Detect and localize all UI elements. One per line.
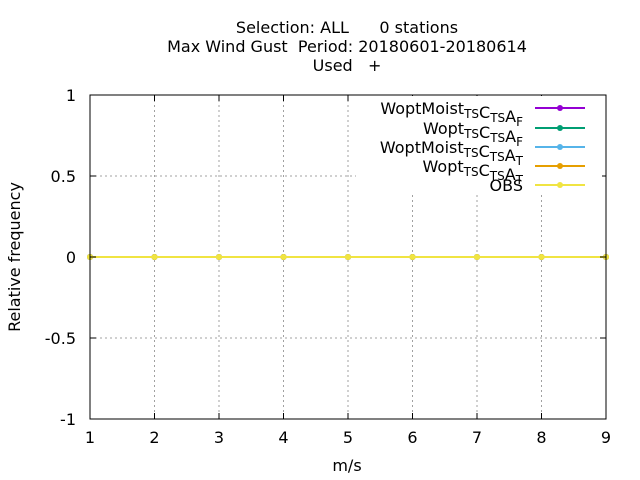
legend-swatch-point-3 (557, 163, 563, 169)
x-tick-label: 6 (407, 428, 417, 447)
x-tick-label: 4 (278, 428, 288, 447)
data-point-4-5 (409, 254, 416, 260)
x-tick-label: 9 (601, 428, 611, 447)
data-point-4-3 (280, 254, 287, 260)
data-point-4-6 (474, 254, 480, 260)
data-point-4-2 (216, 254, 222, 260)
legend-swatch-point-0 (557, 105, 563, 111)
legend-label-1: WoptTSCTSAF (423, 119, 523, 149)
chart-tick-labels: 1 2 3 4 5 6 7 8 9 1 0.5 0 -0.5 -1 (45, 86, 611, 447)
chart-title-line-1: Selection: ALL 0 stations (235, 18, 459, 37)
y-tick-label: -1 (60, 410, 76, 429)
chart-title-line-2: Max Wind Gust Period: 20180601-20180614 (167, 37, 527, 56)
data-point-4-4 (345, 254, 351, 260)
x-tick-label: 8 (536, 428, 546, 447)
y-axis-label: Relative frequency (5, 182, 24, 332)
x-tick-label: 7 (472, 428, 482, 447)
legend-label-2: WoptMoistTSCTSAT (380, 138, 524, 168)
legend-background (356, 96, 602, 192)
chart-series (87, 254, 609, 260)
x-tick-label: 2 (149, 428, 159, 447)
x-axis-label: m/s (332, 456, 361, 475)
y-tick-label: 1 (66, 86, 76, 105)
data-point-4-1 (151, 254, 158, 260)
legend-swatch-point-2 (557, 144, 563, 150)
legend-swatch-point-4 (557, 182, 563, 188)
x-tick-label: 1 (85, 428, 95, 447)
y-tick-label: 0.5 (51, 167, 76, 186)
chart-title-line-3: Used + (312, 56, 382, 75)
legend-label-4: OBS (490, 176, 523, 195)
legend-label-3: WoptTSCTSAT (423, 157, 524, 187)
legend-swatch-point-1 (557, 125, 563, 131)
x-tick-label: 5 (343, 428, 353, 447)
y-tick-label: -0.5 (45, 329, 76, 348)
data-point-4-7 (538, 254, 545, 260)
x-tick-label: 3 (214, 428, 224, 447)
chart-legend: WoptMoistTSCTSAFWoptTSCTSAFWoptMoistTSCT… (380, 99, 585, 195)
legend-label-0: WoptMoistTSCTSAF (380, 99, 523, 129)
y-tick-label: 0 (66, 248, 76, 267)
